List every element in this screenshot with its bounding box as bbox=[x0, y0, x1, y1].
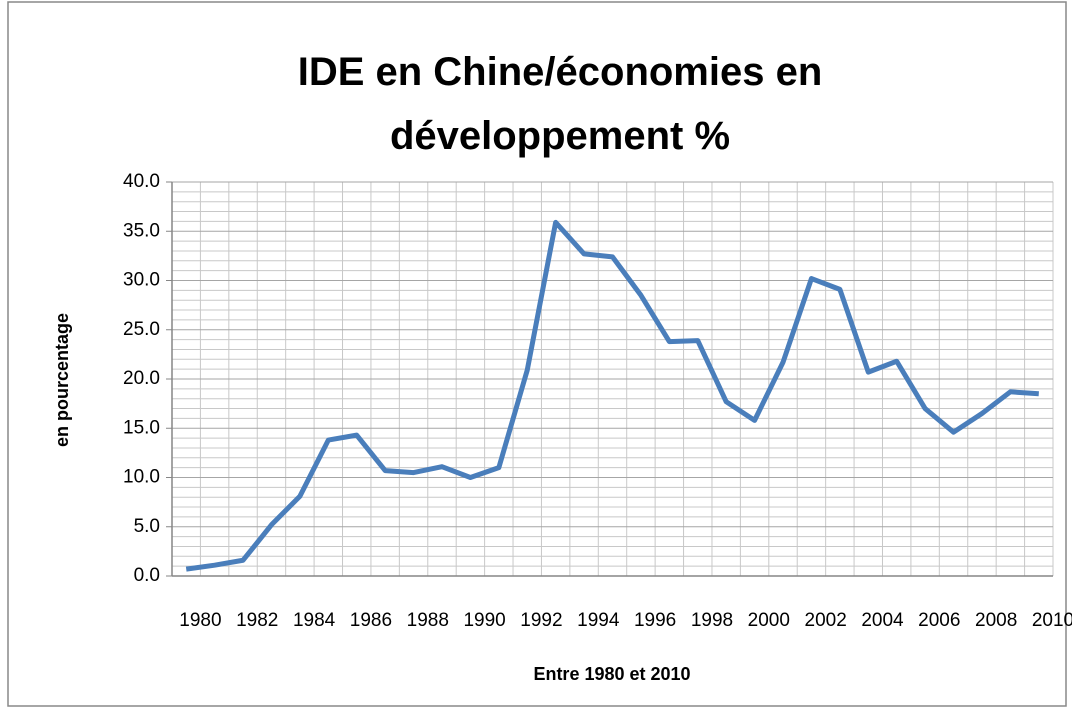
x-tick-label: 1986 bbox=[350, 610, 392, 631]
chart-title: IDE en Chine/économies en développement … bbox=[297, 50, 823, 158]
y-tick-label: 10.0 bbox=[123, 467, 160, 488]
y-tick-label: 40.0 bbox=[123, 171, 160, 192]
x-tick-label: 2010 bbox=[1032, 610, 1072, 631]
y-tick-label: 20.0 bbox=[123, 368, 160, 389]
x-tick-label: 2000 bbox=[748, 610, 790, 631]
x-tick-label: 1992 bbox=[520, 610, 562, 631]
x-tick-label: 1988 bbox=[407, 610, 449, 631]
y-tick-label: 15.0 bbox=[123, 417, 160, 438]
x-tick-label: 2006 bbox=[918, 610, 960, 631]
x-axis-label: Entre 1980 et 2010 bbox=[533, 664, 690, 684]
y-tick-label: 25.0 bbox=[123, 319, 160, 340]
chart-border bbox=[7, 1, 1067, 707]
y-tick-label: 5.0 bbox=[134, 516, 160, 537]
y-axis-label: en pourcentage bbox=[52, 313, 72, 447]
x-tick-label: 1982 bbox=[236, 610, 278, 631]
x-tick-label: 1990 bbox=[463, 610, 505, 631]
x-tick-label: 2002 bbox=[805, 610, 847, 631]
y-tick-label: 35.0 bbox=[123, 220, 160, 241]
x-tick-label: 1984 bbox=[293, 610, 336, 631]
x-tick-label: 1994 bbox=[577, 610, 620, 631]
x-tick-label: 1980 bbox=[179, 610, 221, 631]
x-tick-label: 2004 bbox=[861, 610, 904, 631]
data-line bbox=[185, 219, 1039, 572]
x-tick-label: 2008 bbox=[975, 610, 1017, 631]
y-tick-label: 30.0 bbox=[123, 270, 160, 291]
x-tick-label: 1996 bbox=[634, 610, 676, 631]
y-tick-label: 0.0 bbox=[134, 565, 160, 586]
x-tick-label: 1998 bbox=[691, 610, 733, 631]
